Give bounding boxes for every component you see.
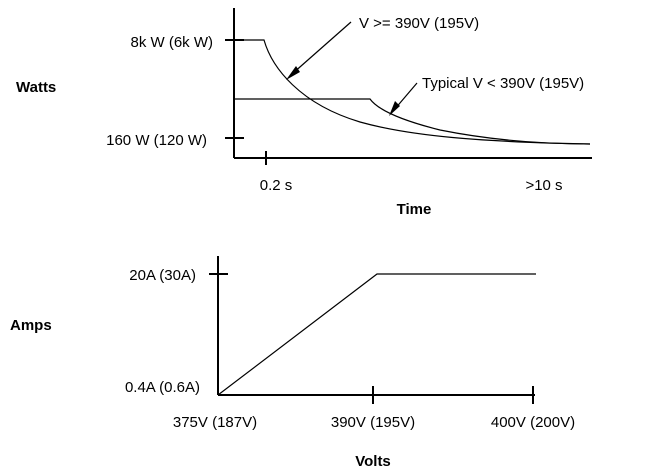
current-y-tick-label-high: 20A (30A) (129, 267, 196, 284)
annotation-high-voltage: V >= 390V (195V) (359, 15, 479, 32)
current-x-tick-label-390v: 390V (195V) (331, 414, 415, 431)
power-curve-high-voltage (234, 39, 591, 145)
annotation-arrow-high-voltage (286, 21, 352, 80)
power-chart: 8k W (6k W) 160 W (120 W) Watts 0.2 s >1… (16, 8, 592, 218)
power-y-tick-label-high: 8k W (6k W) (131, 34, 214, 51)
annotation-arrow-typical (389, 82, 418, 116)
current-limit-curve (217, 273, 536, 396)
annotation-typical: Typical V < 390V (195V) (422, 75, 584, 92)
power-curve-typical (234, 98, 591, 145)
current-x-tick-label-375v: 375V (187V) (173, 414, 257, 431)
power-x-axis-label: Time (397, 201, 432, 218)
current-y-tick-label-low: 0.4A (0.6A) (125, 379, 200, 396)
current-y-axis-label: Amps (10, 317, 52, 334)
power-x-tick-label-10s: >10 s (525, 177, 562, 194)
power-y-axis-label: Watts (16, 79, 56, 96)
current-x-tick-label-400v: 400V (200V) (491, 414, 575, 431)
power-y-tick-label-low: 160 W (120 W) (106, 132, 207, 149)
power-x-tick-label-0.2s: 0.2 s (260, 177, 293, 194)
current-x-axis-label: Volts (355, 453, 391, 470)
current-chart: 20A (30A) 0.4A (0.6A) Amps 375V (187V) 3… (10, 256, 575, 470)
